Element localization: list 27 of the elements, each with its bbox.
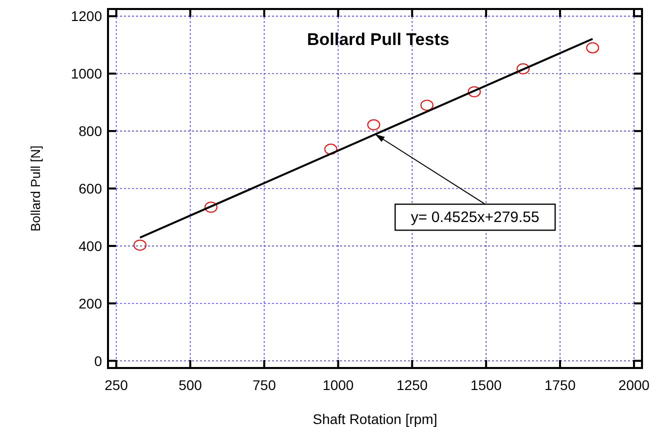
y-tick-label: 1000 <box>70 66 102 82</box>
y-axis-title: Bollard Pull [N] <box>28 146 43 232</box>
point <box>420 100 434 111</box>
y-tick-label: 600 <box>78 180 102 196</box>
y-tick-label: 0 <box>94 352 102 369</box>
x-tick-label: 2000 <box>618 377 650 393</box>
y-tick-label: 1200 <box>70 8 102 24</box>
x-tick-label: 1250 <box>396 377 428 393</box>
point <box>586 42 600 54</box>
y-tick-label: 800 <box>78 123 102 140</box>
text: Bollard Pull Tests <box>307 30 450 49</box>
x-tick-label: 1500 <box>470 377 502 393</box>
annotation: y= 0.4525x+279.55 <box>410 209 540 226</box>
point <box>468 86 481 98</box>
x-tick-label: 250 <box>104 377 128 393</box>
point <box>204 202 218 213</box>
y-tick-label: 400 <box>78 238 102 254</box>
x-tick-label: 500 <box>178 377 202 393</box>
point <box>133 240 146 251</box>
x-tick-label: 1000 <box>322 377 354 393</box>
point <box>367 119 380 130</box>
y-tick-label: 200 <box>78 295 102 312</box>
x-tick-label: 1750 <box>544 377 576 393</box>
point <box>324 144 338 155</box>
x-tick-label: 750 <box>252 377 276 393</box>
point <box>516 63 530 74</box>
x-axis-title: Shaft Rotation [rpm] <box>312 411 438 427</box>
